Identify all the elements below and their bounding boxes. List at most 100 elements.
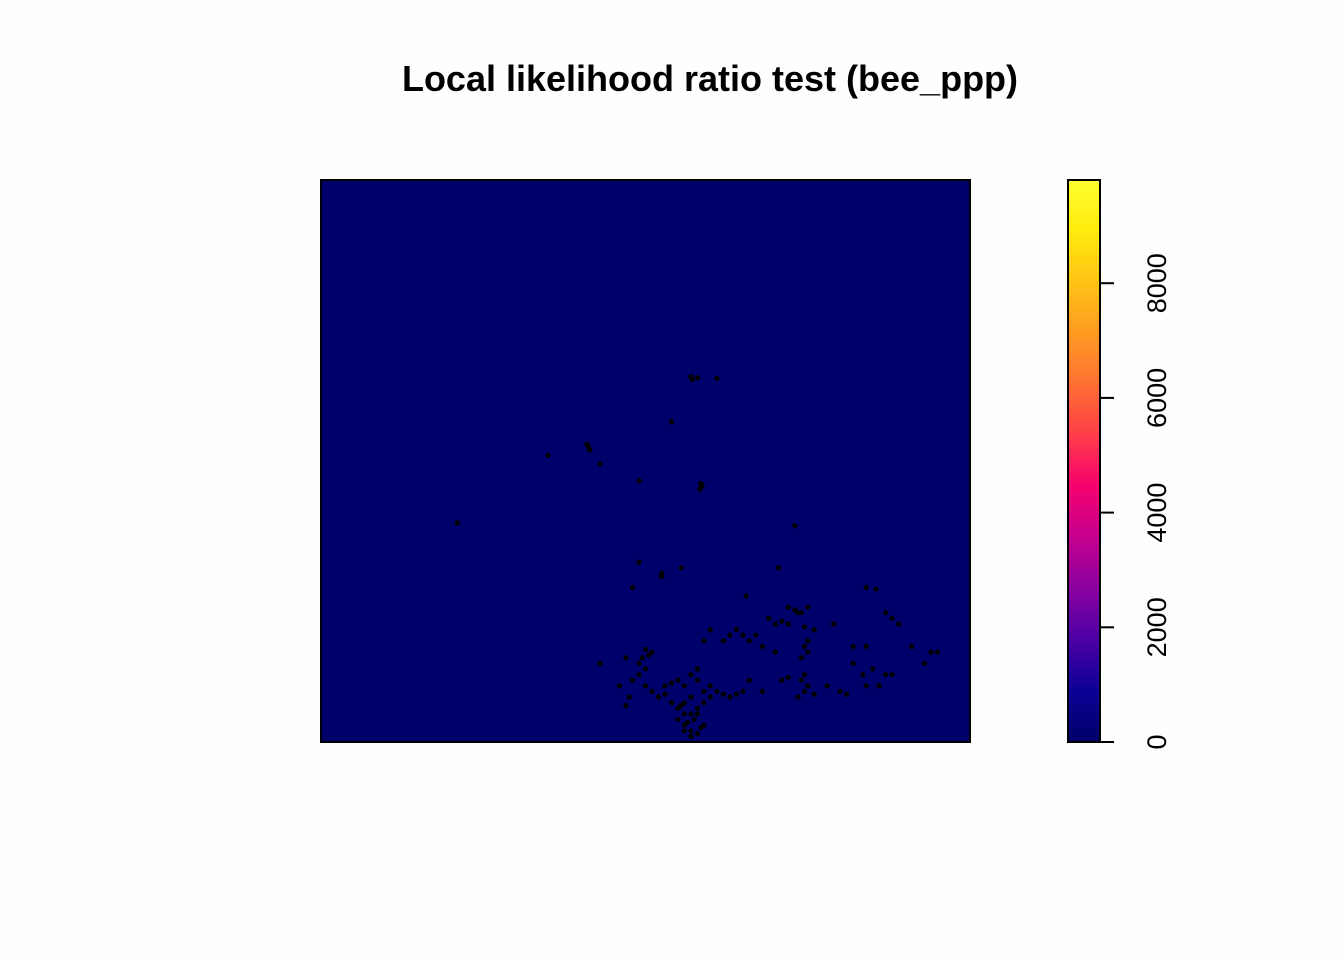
data-point [642,666,649,672]
data-point [720,691,727,697]
data-point [720,638,727,644]
data-point [616,683,623,689]
data-point [766,615,772,622]
data-point [698,725,704,731]
data-point [928,649,934,655]
data-point [785,674,791,681]
data-point [811,691,817,697]
data-point [801,688,808,695]
data-point [685,719,691,725]
data-point [889,615,895,622]
data-point [805,683,811,689]
data-point [675,716,681,723]
colorbar-gradient [1067,179,1101,743]
data-point [733,627,740,633]
chart-title: Local likelihood ratio test (bee_ppp) [401,58,1019,99]
data-point [785,621,791,627]
data-point [922,660,928,666]
data-point [753,632,759,638]
data-point [801,624,808,630]
data-point [626,694,632,700]
data-point [689,376,695,383]
data-point [629,677,636,683]
data-point [636,559,642,565]
data-point [697,486,703,492]
data-point [873,586,879,592]
data-point [824,683,830,689]
data-point [655,694,662,700]
data-point [691,716,697,723]
data-point [779,618,785,624]
colorbar-tick-label: 6000 [1142,368,1172,428]
data-point [636,672,642,678]
colorbar [1067,179,1101,743]
data-point [805,649,811,655]
colorbar-tick-label: 2000 [1142,597,1172,657]
data-point [785,604,791,610]
data-point [688,672,694,678]
heatmap-surface [321,180,970,742]
data-point [844,691,850,697]
data-point [805,604,811,610]
data-point [727,694,733,700]
data-point [649,688,655,695]
data-point [870,666,876,672]
data-point [792,523,798,529]
data-point [795,694,801,700]
data-point [860,672,866,678]
data-point [701,700,707,706]
data-point [545,452,551,458]
data-point [759,643,765,650]
data-point [831,621,837,627]
colorbar-tick-label: 8000 [1142,253,1172,313]
data-point [688,733,694,740]
plot-frame [320,179,971,743]
colorbar-tick-label: 0 [1142,734,1172,749]
data-point [811,627,817,633]
data-point [740,632,746,638]
data-point [681,711,688,717]
data-point [743,593,749,599]
data-point [662,691,668,697]
data-point [675,677,681,683]
data-point [688,728,694,734]
data-point [772,649,778,655]
data-point [850,643,856,650]
data-point [678,702,684,709]
data-point [701,688,707,695]
data-point [883,672,889,678]
data-point [694,666,701,672]
data-point [642,683,649,689]
data-point [681,683,688,689]
data-point [863,683,869,689]
data-point [694,711,701,717]
data-point [649,649,655,655]
data-point [668,419,675,425]
data-point [701,638,707,644]
data-point [678,565,684,571]
data-point [642,646,649,652]
data-point [694,677,701,683]
data-point [639,655,645,661]
data-point [759,688,765,695]
data-point [707,694,714,700]
data-point [727,632,733,638]
data-point [688,711,694,717]
data-point [850,660,856,666]
data-point [801,643,808,650]
colorbar-tick-label: 4000 [1142,483,1172,543]
data-point [681,728,688,734]
data-point [714,375,720,381]
data-point [659,573,665,579]
data-point [714,688,720,695]
data-point [801,672,808,678]
data-point [798,655,804,661]
data-point [779,677,785,683]
data-point [623,655,629,661]
data-point [863,584,869,591]
data-point [896,621,902,627]
data-point [863,643,869,650]
data-point [636,660,642,666]
data-point [909,643,915,650]
data-point [805,638,811,644]
